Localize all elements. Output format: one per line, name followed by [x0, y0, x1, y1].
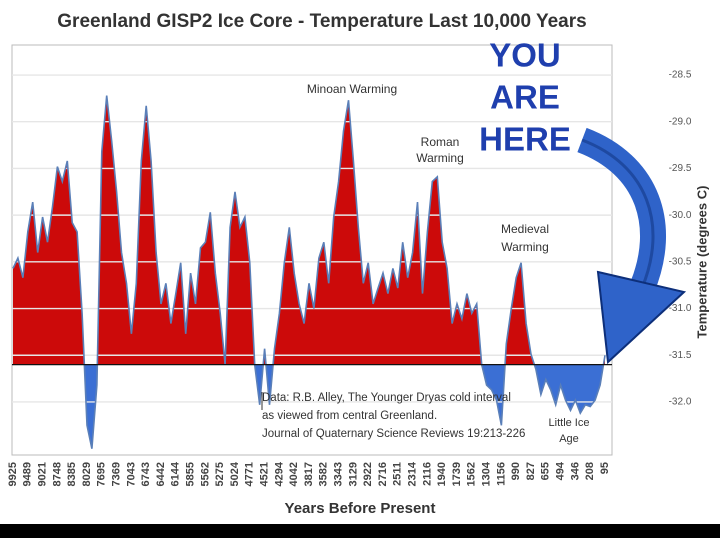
annotation: as viewed from central Greenland.: [262, 410, 437, 422]
x-tick-label: 2511: [392, 462, 404, 486]
x-tick-label: 8029: [81, 462, 93, 486]
x-tick-label: 7043: [125, 462, 137, 486]
x-tick-label: 7369: [111, 462, 123, 486]
annotation: Minoan Warming: [307, 82, 397, 96]
x-tick-label: 655: [540, 462, 552, 480]
arrow-edge: [581, 138, 655, 289]
y-tick-label: -29.5: [669, 163, 692, 174]
x-tick-label: 6442: [155, 462, 167, 486]
y-tick-label: -30.5: [669, 256, 692, 267]
x-tick-label: 3129: [347, 462, 359, 486]
x-tick-label: 1304: [481, 461, 493, 486]
annotation: Warming: [416, 151, 464, 165]
x-tick-label: 8385: [66, 462, 78, 486]
x-tick-label: 6144: [170, 461, 182, 486]
x-tick-label: 4771: [244, 462, 256, 486]
annotation: Medieval: [501, 222, 549, 236]
annotation: Age: [559, 433, 579, 445]
callout: ARE: [490, 79, 560, 116]
y-axis-label: Temperature (degrees C): [694, 186, 709, 339]
plot-frame: [11, 44, 613, 456]
y-tick-label: -28.5: [669, 70, 692, 81]
annotation: Warming: [501, 240, 549, 254]
chart-title: Greenland GISP2 Ice Core - Temperature L…: [57, 11, 586, 32]
area-below: [13, 364, 605, 449]
y-tick-label: -29.0: [669, 116, 692, 127]
x-tick-label: 8748: [51, 462, 63, 486]
area-above: [13, 95, 605, 365]
x-tick-label: 2314: [407, 461, 419, 486]
x-tick-label: 2716: [377, 462, 389, 486]
x-axis-label: Years Before Present: [285, 500, 436, 517]
x-tick-label: 3582: [318, 462, 330, 486]
annotation: Roman: [421, 135, 460, 149]
y-tick-label: -30.0: [669, 210, 692, 221]
x-tick-label: 3817: [303, 462, 315, 486]
x-tick-label: 5855: [185, 462, 197, 486]
y-tick-label: -32.0: [669, 397, 692, 408]
x-tick-label: 4294: [273, 461, 285, 486]
x-tick-label: 6743: [140, 462, 152, 486]
bottom-bar: [0, 524, 720, 538]
x-tick-label: 9489: [22, 462, 34, 486]
arrow-shaft: [577, 127, 666, 293]
x-tick-label: 494: [555, 461, 567, 480]
x-tick-label: 1940: [436, 462, 448, 486]
annotation: Journal of Quaternary Science Reviews 19…: [262, 428, 525, 440]
x-tick-label: 5562: [199, 462, 211, 486]
x-tick-label: 346: [569, 462, 581, 480]
x-tick-label: 2116: [421, 462, 433, 486]
x-tick-label: 1739: [451, 462, 463, 486]
temperature-line: [12, 95, 606, 449]
x-tick-label: 2922: [362, 462, 374, 486]
y-tick-label: -31.0: [669, 303, 692, 314]
x-tick-label: 827: [525, 462, 537, 480]
x-tick-label: 95: [599, 462, 611, 474]
x-tick-label: 9925: [7, 462, 19, 486]
x-tick-label: 5275: [214, 462, 226, 486]
arrow-head: [596, 270, 687, 365]
x-tick-label: 4042: [288, 462, 300, 486]
x-tick-label: 7695: [96, 462, 108, 486]
x-tick-label: 9021: [37, 462, 49, 486]
callout: HERE: [479, 121, 571, 158]
callout: YOU: [489, 37, 561, 74]
y-tick-label: -31.5: [669, 350, 692, 361]
x-tick-label: 990: [510, 462, 522, 480]
x-tick-label: 5024: [229, 461, 241, 486]
x-tick-label: 208: [584, 462, 596, 480]
annotation: Little Ice: [549, 417, 590, 429]
x-tick-label: 1156: [495, 462, 507, 486]
x-tick-label: 1562: [466, 462, 478, 486]
x-tick-label: 4521: [259, 462, 271, 486]
x-tick-label: 3343: [333, 462, 345, 486]
annotation: Data: R.B. Alley, The Younger Dryas cold…: [262, 392, 511, 404]
